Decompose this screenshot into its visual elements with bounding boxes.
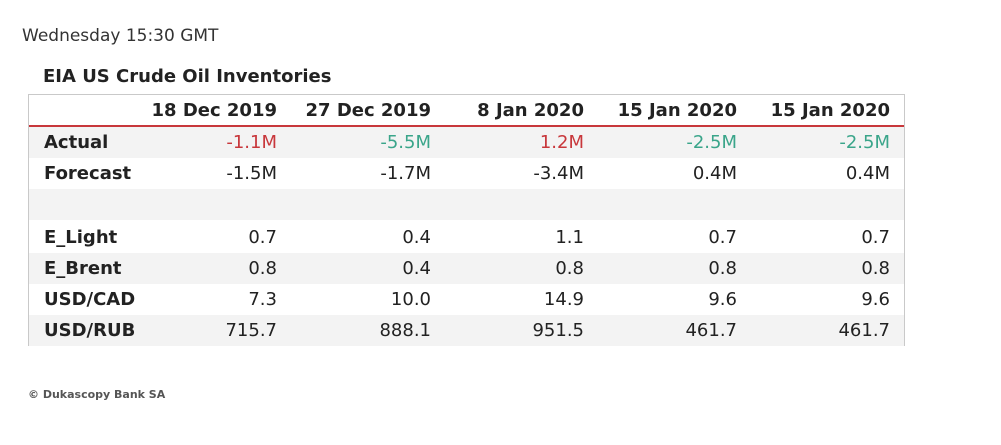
table-row-e-brent: E_Brent 0.8 0.4 0.8 0.8 0.8: [29, 253, 904, 284]
table-cell: -3.4M: [533, 163, 584, 184]
table-cell: 951.5: [532, 320, 584, 341]
table-cell: 9.6: [861, 289, 890, 310]
table-cell: 0.8: [555, 258, 584, 279]
table-cell: 0.8: [248, 258, 277, 279]
column-header: 27 Dec 2019: [305, 99, 432, 121]
table-cell: 0.4M: [692, 163, 737, 184]
table-cell: 0.7: [861, 227, 890, 248]
table-cell: 0.4: [402, 227, 431, 248]
table-cell: 10.0: [390, 289, 431, 310]
table-row-spacer: [29, 189, 904, 220]
table-cell: 7.3: [248, 289, 277, 310]
table-cell: 1.1: [555, 227, 584, 248]
row-label: USD/RUB: [44, 320, 136, 341]
table-title: EIA US Crude Oil Inventories: [43, 66, 332, 87]
table-cell: -2.5M: [839, 132, 890, 153]
table-row-forecast: Forecast -1.5M -1.7M -3.4M 0.4M 0.4M: [29, 158, 904, 189]
table-row-actual: Actual -1.1M -5.5M 1.2M -2.5M -2.5M: [29, 127, 904, 158]
table-cell: 0.8: [861, 258, 890, 279]
column-header: 15 Jan 2020: [770, 99, 890, 121]
table-cell: 14.9: [543, 289, 584, 310]
inventories-table: 18 Dec 2019 27 Dec 2019 8 Jan 2020 15 Ja…: [28, 94, 905, 346]
table-cell: 888.1: [379, 320, 431, 341]
table-cell: 1.2M: [539, 132, 584, 153]
table-cell: 715.7: [225, 320, 277, 341]
table-header-row: 18 Dec 2019 27 Dec 2019 8 Jan 2020 15 Ja…: [29, 95, 904, 127]
table-row-e-light: E_Light 0.7 0.4 1.1 0.7 0.7: [29, 222, 904, 253]
table-cell: 0.4M: [845, 163, 890, 184]
table-cell: 9.6: [708, 289, 737, 310]
release-timestamp: Wednesday 15:30 GMT: [22, 26, 219, 46]
row-label: Actual: [44, 132, 109, 153]
table-cell: 0.7: [708, 227, 737, 248]
table-cell: -1.1M: [226, 132, 277, 153]
column-header: 18 Dec 2019: [151, 99, 278, 121]
table-cell: 0.4: [402, 258, 431, 279]
column-header: 15 Jan 2020: [617, 99, 737, 121]
row-label: E_Brent: [44, 258, 122, 279]
table-cell: 461.7: [685, 320, 737, 341]
table-cell: -1.7M: [380, 163, 431, 184]
row-label: E_Light: [44, 227, 118, 248]
table-cell: -1.5M: [226, 163, 277, 184]
row-label: USD/CAD: [44, 289, 136, 310]
table-cell: 0.7: [248, 227, 277, 248]
table-cell: 0.8: [708, 258, 737, 279]
table-row-usd-cad: USD/CAD 7.3 10.0 14.9 9.6 9.6: [29, 284, 904, 315]
column-header: 8 Jan 2020: [477, 99, 584, 121]
table-cell: 461.7: [838, 320, 890, 341]
row-label: Forecast: [44, 163, 132, 184]
table-cell: -2.5M: [686, 132, 737, 153]
table-row-usd-rub: USD/RUB 715.7 888.1 951.5 461.7 461.7: [29, 315, 904, 346]
table-cell: -5.5M: [380, 132, 431, 153]
copyright-footer: © Dukascopy Bank SA: [28, 388, 166, 401]
